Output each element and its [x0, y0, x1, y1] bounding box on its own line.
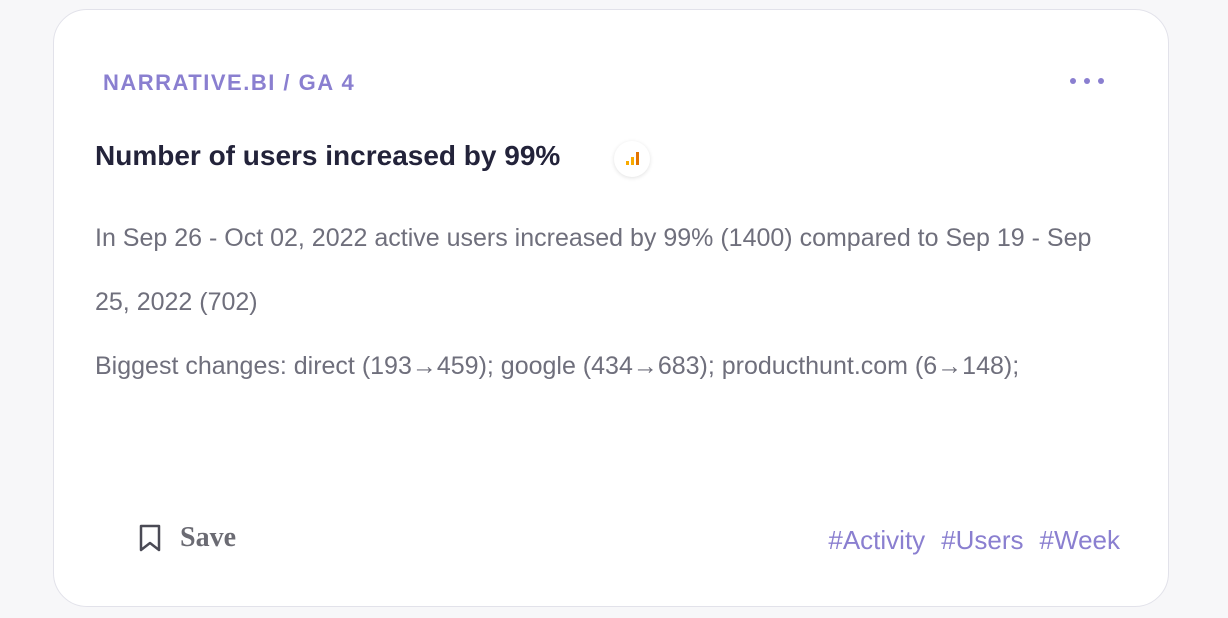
analytics-icon: [614, 141, 650, 177]
more-menu[interactable]: [1070, 78, 1104, 84]
card-body: In Sep 26 - Oct 02, 2022 active users in…: [95, 206, 1125, 398]
card-title: Number of users increased by 99%: [95, 140, 561, 171]
tags: #Activity #Users #Week: [828, 525, 1120, 556]
paragraph: Biggest changes: direct (193→459); googl…: [95, 352, 1020, 380]
tag[interactable]: #Activity: [828, 525, 926, 555]
paragraph: In Sep 26 - Oct 02, 2022 active users in…: [95, 224, 1092, 316]
bookmark-icon: [139, 524, 161, 552]
tag[interactable]: #Users: [941, 525, 1024, 555]
tag[interactable]: #Week: [1039, 525, 1120, 555]
save-button[interactable]: Save: [138, 522, 236, 554]
save-label: Save: [180, 522, 236, 553]
source: NARRATIVE.BI / GA 4: [103, 70, 356, 95]
insight-card: NARRATIVE.BI / GA 4 Number of users incr…: [53, 9, 1169, 607]
